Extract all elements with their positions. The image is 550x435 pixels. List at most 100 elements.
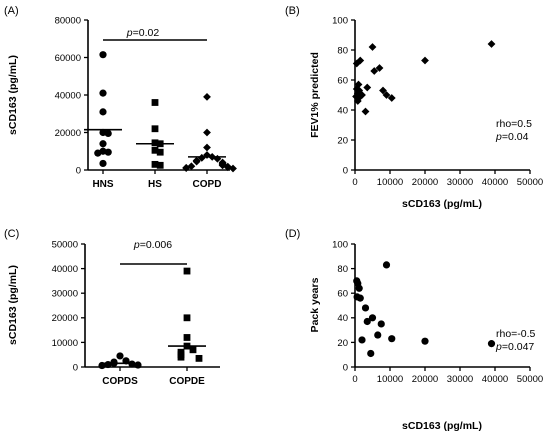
y-tick-label-c: 20000 xyxy=(52,313,78,324)
y-tick-label-b: 80 xyxy=(337,45,348,56)
data-point-hns xyxy=(104,129,112,138)
data-point-hns xyxy=(94,149,102,157)
data-point-b xyxy=(368,43,377,51)
data-point-hs xyxy=(151,125,159,133)
y-tick-label-b: 0 xyxy=(343,165,348,176)
panel-label-a: (A) xyxy=(4,5,19,17)
panel-label-c: (C) xyxy=(4,228,19,240)
y-tick-label-b: 20 xyxy=(337,135,348,146)
y-tick-label-b: 60 xyxy=(337,75,348,86)
y-tick-label-a: 20000 xyxy=(55,128,81,139)
data-point-hns xyxy=(99,140,107,148)
x-axis-label-d: sCD163 (pg/mL) xyxy=(402,420,482,432)
y-axis-label-d: Pack years xyxy=(309,277,321,332)
data-point-copds xyxy=(116,352,124,360)
data-point-hs xyxy=(151,99,159,106)
data-point-d xyxy=(367,349,375,358)
x-tick-label-b: 50000 xyxy=(517,177,543,188)
rho-label-d: rho=-0.5 xyxy=(496,328,536,340)
data-point-copde xyxy=(177,353,185,361)
data-point-d xyxy=(368,314,377,322)
x-tick-label-b: 0 xyxy=(352,177,357,188)
x-tick-label-d: 40000 xyxy=(482,374,508,385)
x-category-label-c: COPDS xyxy=(102,376,138,387)
data-point-hns xyxy=(99,51,107,59)
panel-b: (B) FEV1% predicted sCD163 (pg/mL) rho=0… xyxy=(285,5,543,210)
y-tick-label-c: 50000 xyxy=(52,239,78,250)
p-value-annotation-c: p=0.006 xyxy=(133,239,172,251)
data-point-hns xyxy=(99,89,107,97)
panel-d: (D) Pack years sCD163 (pg/mL) rho=-0.5 p… xyxy=(285,228,543,432)
data-point-copde xyxy=(183,267,191,275)
data-point-copd xyxy=(203,128,211,137)
data-point-copde xyxy=(183,342,191,350)
data-point-d xyxy=(377,320,385,328)
panel-c: (C) sCD163 (pg/mL) p=0.006 0 10000 20000 30… xyxy=(4,228,220,387)
y-tick-label-a: 80000 xyxy=(55,15,81,26)
data-point-copde xyxy=(189,346,197,354)
y-axis-label-c: sCD163 (pg/mL) xyxy=(7,265,19,345)
x-axis-label-b: sCD163 (pg/mL) xyxy=(402,198,482,210)
panel-a: (A) sCD163 (pg/mL) p=0.02 0 20000 40000 600… xyxy=(4,5,237,190)
data-point-copd xyxy=(182,164,191,173)
panel-label-d: (D) xyxy=(285,228,300,240)
y-tick-label-d: 40 xyxy=(337,313,348,324)
data-point-b xyxy=(487,40,496,48)
data-point-copds xyxy=(134,361,142,369)
y-tick-label-b: 100 xyxy=(332,15,348,26)
p-value-label-d: p=0.047 xyxy=(495,341,534,353)
data-point-copde xyxy=(183,334,191,341)
y-tick-label-a: 60000 xyxy=(55,53,81,64)
data-point-hs xyxy=(151,139,159,147)
data-point-d xyxy=(363,317,371,326)
x-tick-label-d: 50000 xyxy=(517,374,543,385)
x-tick-label-b: 40000 xyxy=(482,177,508,188)
x-category-label-a: COPD xyxy=(193,179,222,190)
data-point-b xyxy=(375,64,384,72)
data-point-d xyxy=(388,335,396,343)
data-point-hs xyxy=(156,161,164,169)
data-point-copd xyxy=(197,153,206,162)
y-axis-label-b: FEV1% predicted xyxy=(309,52,321,138)
data-point-d xyxy=(421,337,429,345)
data-point-b xyxy=(352,59,361,68)
data-point-hns xyxy=(104,148,112,156)
data-point-copds xyxy=(98,361,106,370)
data-point-d xyxy=(355,284,363,292)
p-value-label-b: p=0.04 xyxy=(495,131,529,143)
y-tick-label-d: 0 xyxy=(343,362,348,373)
data-point-copd xyxy=(213,154,222,163)
y-axis-label-a: sCD163 (pg/mL) xyxy=(7,55,19,135)
y-tick-label-b: 40 xyxy=(337,105,348,116)
x-tick-label-d: 0 xyxy=(352,374,357,385)
y-tick-label-c: 10000 xyxy=(52,338,78,349)
data-point-b xyxy=(361,107,370,116)
data-point-b xyxy=(358,91,366,99)
data-point-d xyxy=(356,294,364,302)
y-tick-label-c: 0 xyxy=(73,362,78,373)
data-point-d xyxy=(382,261,391,269)
data-point-copds xyxy=(128,360,136,368)
data-point-b xyxy=(363,83,372,92)
data-point-copds xyxy=(104,360,112,369)
data-point-b xyxy=(352,85,361,93)
data-point-b xyxy=(387,94,396,102)
data-point-hs xyxy=(151,160,159,168)
data-point-d xyxy=(374,331,382,339)
data-point-b xyxy=(382,91,391,99)
y-tick-label-d: 100 xyxy=(332,239,348,250)
x-tick-label-d: 10000 xyxy=(377,374,403,385)
data-point-hs xyxy=(151,146,159,154)
data-point-hns xyxy=(99,159,107,168)
x-category-label-a: HNS xyxy=(92,179,113,190)
y-tick-label-c: 30000 xyxy=(52,289,78,300)
x-tick-label-b: 30000 xyxy=(447,177,473,188)
x-category-label-c: COPDE xyxy=(169,376,205,387)
data-point-copds xyxy=(122,357,130,365)
data-point-d xyxy=(487,340,496,348)
x-tick-label-d: 30000 xyxy=(447,374,473,385)
data-point-copd xyxy=(203,92,211,101)
data-point-b xyxy=(421,56,429,65)
data-point-hs xyxy=(156,140,164,148)
data-point-copds xyxy=(110,359,118,367)
